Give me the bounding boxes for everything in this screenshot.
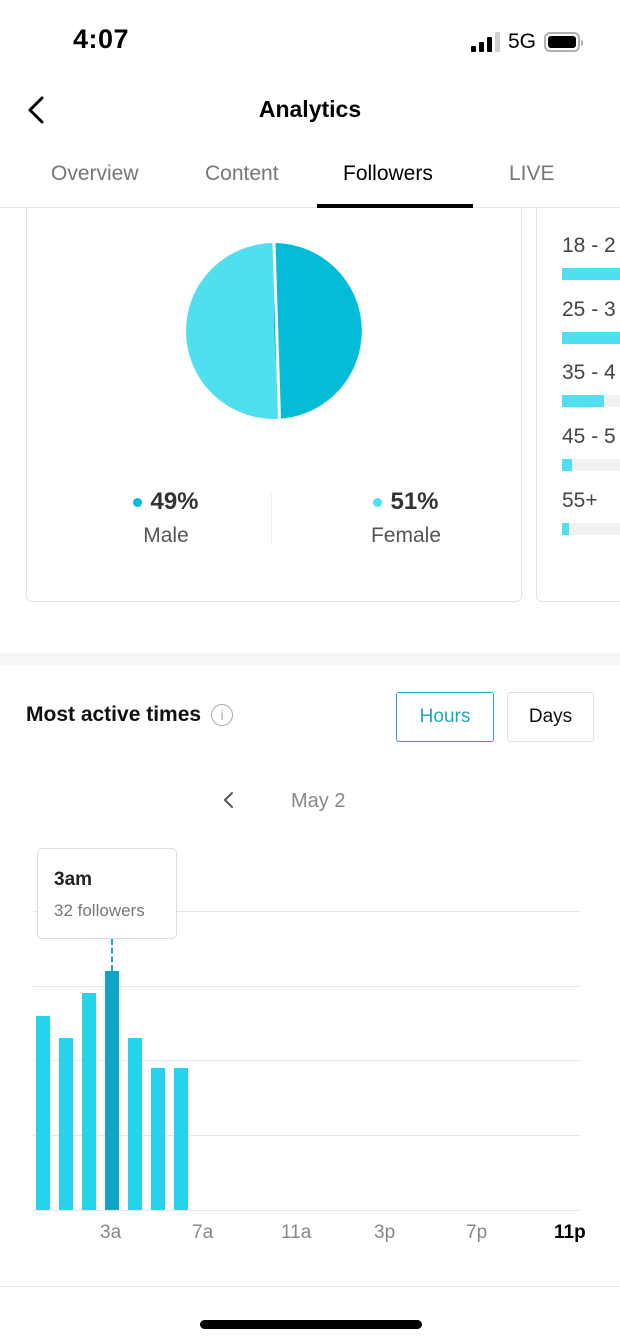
x-tick: 11a — [281, 1222, 312, 1243]
chart-baseline — [33, 1210, 580, 1211]
legend-female: 51% Female — [341, 488, 471, 548]
legend-male: 49% Male — [101, 488, 231, 548]
tab-bar: Overview Content Followers LIVE — [0, 150, 620, 208]
legend-divider — [271, 493, 272, 543]
age-bar — [562, 268, 620, 280]
age-row: 25 - 3 — [562, 298, 620, 344]
female-dot-icon — [373, 497, 383, 507]
tab-live[interactable]: LIVE — [509, 162, 555, 185]
age-row: 55+ — [562, 489, 620, 535]
bar-4a[interactable] — [128, 1038, 142, 1210]
status-bar: 4:07 5G — [0, 0, 620, 80]
age-label: 18 - 2 — [562, 234, 616, 257]
bar-1a[interactable] — [59, 1038, 73, 1210]
active-times-bar-chart: 3am 32 followers — [33, 840, 580, 1220]
chevron-left-icon — [224, 792, 233, 808]
network-type: 5G — [507, 30, 536, 53]
date-navigator: May 2 — [0, 788, 620, 818]
bar-6a[interactable] — [174, 1068, 188, 1210]
bar-5a[interactable] — [151, 1068, 165, 1210]
male-label: Male — [143, 524, 189, 547]
date-label: May 2 — [291, 790, 346, 812]
cellular-signal-icon — [470, 32, 500, 52]
age-row: 45 - 5 — [562, 425, 620, 471]
section-divider — [0, 653, 620, 665]
bar-12a[interactable] — [36, 1016, 50, 1210]
gridline — [33, 1135, 580, 1136]
days-toggle-button[interactable]: Days — [507, 692, 594, 742]
age-bar — [562, 523, 620, 535]
back-button[interactable] — [22, 94, 52, 126]
home-indicator[interactable] — [200, 1320, 422, 1329]
age-label: 35 - 4 — [562, 361, 616, 384]
chart-tooltip: 3am 32 followers — [37, 848, 177, 939]
male-dot-icon — [133, 497, 143, 507]
status-time: 4:07 — [73, 24, 130, 54]
tab-followers[interactable]: Followers — [343, 162, 433, 185]
bar-3a[interactable] — [105, 971, 119, 1210]
age-row: 35 - 4 — [562, 361, 620, 407]
tooltip-subtitle: 32 followers — [54, 901, 145, 920]
previous-date-button[interactable] — [220, 788, 236, 818]
nav-header: Analytics — [0, 82, 620, 138]
female-label: Female — [370, 524, 442, 547]
gender-card: 49% Male 51% Female — [26, 208, 522, 602]
gridline — [33, 1060, 580, 1061]
hours-toggle-button[interactable]: Hours — [396, 692, 494, 742]
age-row: 18 - 2 — [562, 234, 620, 280]
x-axis-labels: 3a 7a 11a 3p 7p 11p — [0, 1222, 620, 1248]
gridline — [33, 911, 580, 912]
active-tab-indicator — [317, 204, 473, 208]
info-icon[interactable]: i — [211, 704, 234, 726]
bottom-divider — [0, 1286, 620, 1287]
age-label: 55+ — [562, 489, 598, 512]
x-tick: 7p — [466, 1222, 488, 1243]
page-title: Analytics — [258, 96, 362, 122]
tab-content[interactable]: Content — [205, 162, 279, 185]
chevron-left-icon — [28, 96, 44, 124]
gridline — [33, 986, 580, 987]
age-bar — [562, 332, 620, 344]
bar-2a[interactable] — [82, 993, 96, 1210]
age-label: 25 - 3 — [562, 298, 616, 321]
x-tick: 3p — [374, 1222, 396, 1243]
age-label: 45 - 5 — [562, 425, 616, 448]
x-tick-current: 11p — [554, 1222, 586, 1243]
tab-overview[interactable]: Overview — [51, 162, 139, 185]
age-bar — [562, 395, 620, 407]
most-active-times-heading: Most active times i — [26, 703, 234, 727]
age-bar — [562, 459, 620, 471]
section-title: Most active times — [26, 703, 202, 726]
female-percent: 51% — [390, 488, 439, 515]
age-card: 18 - 2 25 - 3 35 - 4 45 - 5 55+ — [536, 208, 620, 602]
gender-pie-chart — [186, 242, 362, 419]
x-tick: 3a — [100, 1222, 122, 1243]
status-indicators: 5G — [470, 30, 583, 54]
battery-full-icon — [544, 32, 583, 52]
tooltip-connector — [111, 939, 113, 971]
tooltip-title: 3am — [54, 869, 93, 890]
male-percent: 49% — [150, 488, 199, 515]
x-tick: 7a — [192, 1222, 214, 1243]
